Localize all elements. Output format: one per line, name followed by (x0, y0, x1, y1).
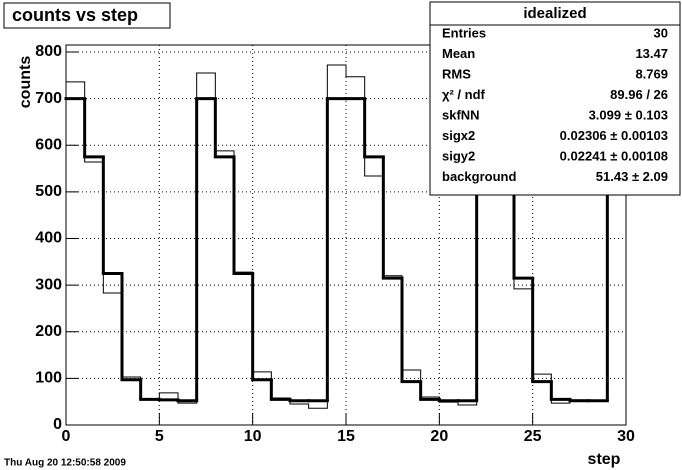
y-tick-label: 500 (35, 183, 62, 200)
x-tick-label: 25 (524, 428, 542, 445)
y-tick-label: 100 (35, 370, 62, 387)
x-tick-label: 15 (337, 428, 355, 445)
x-tick-label: 10 (244, 428, 262, 445)
y-tick-label: 700 (35, 90, 62, 107)
y-tick-label: 300 (35, 276, 62, 293)
x-tick-label: 5 (155, 428, 164, 445)
stats-label: Entries (442, 25, 486, 40)
stats-value: 89.96 / 26 (610, 87, 668, 102)
y-tick-label: 400 (35, 230, 62, 247)
stats-label: Mean (442, 46, 475, 61)
stats-value: 8.769 (635, 66, 668, 81)
stats-value: 51.43 ± 2.09 (596, 169, 668, 184)
x-tick-label: 0 (62, 428, 71, 445)
x-tick-label: 20 (430, 428, 448, 445)
x-axis-label: step (588, 451, 621, 468)
stats-value: 30 (654, 25, 668, 40)
stats-label: sigx2 (442, 128, 475, 143)
stats-value: 13.47 (635, 46, 668, 61)
stats-value: 0.02306 ± 0.00103 (560, 128, 668, 143)
x-tick-label: 30 (617, 428, 635, 445)
y-axis-label: counts (17, 56, 34, 109)
stats-frame (429, 1, 681, 196)
stats-label: skfNN (442, 107, 480, 122)
stats-box: idealized Entries 30 Mean 13.47 RMS 8.769 χ² /… (429, 1, 681, 196)
stats-label: RMS (442, 66, 471, 81)
stats-value: 0.02241 ± 0.00108 (560, 148, 668, 163)
stats-label: χ² / ndf (442, 87, 486, 102)
y-tick-label: 200 (35, 323, 62, 340)
title-box (3, 2, 171, 29)
stats-title: idealized (523, 5, 586, 22)
y-tick-label: 800 (35, 43, 62, 60)
stats-label: background (442, 169, 516, 184)
frame (65, 44, 627, 426)
chart-title: counts vs step (12, 5, 138, 25)
footer: Thu Aug 20 12:50:58 2009 (4, 458, 126, 469)
y-tick-label: 600 (35, 136, 62, 153)
stats-label: sigy2 (442, 148, 475, 163)
y-tick-label: 0 (53, 416, 62, 433)
stats-value: 3.099 ± 0.103 (589, 107, 668, 122)
